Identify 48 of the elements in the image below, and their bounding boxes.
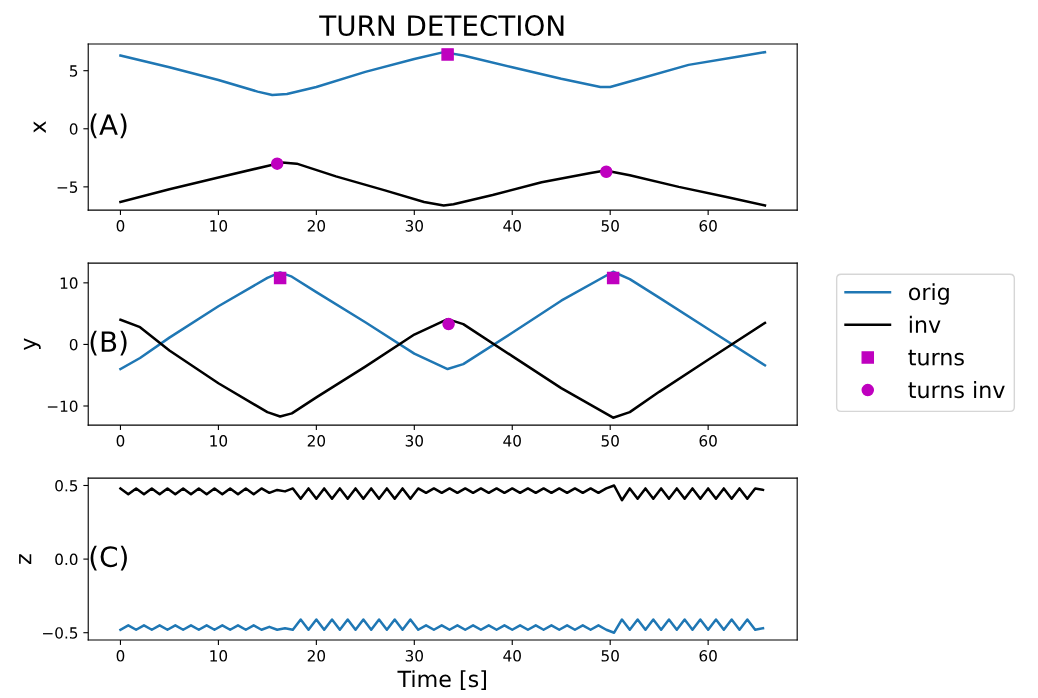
- y-axis-title: y: [23, 338, 41, 351]
- y-tick-label: 0.0: [55, 553, 78, 566]
- chart-title: TURN DETECTION: [319, 15, 564, 37]
- x-axis-title: Time [s]: [397, 670, 486, 690]
- y-axis-title: z: [19, 554, 32, 564]
- x-tick-label: 60: [699, 435, 717, 447]
- y-tick-label: −10: [47, 400, 78, 413]
- x-tick-label: 0: [116, 435, 125, 447]
- x-tick-label: 0: [116, 220, 125, 232]
- line-series: [119, 618, 765, 634]
- x-tick-label: 40: [503, 435, 521, 447]
- y-tick-label: 0: [69, 338, 78, 351]
- legend-label: orig: [908, 283, 949, 305]
- point: [441, 48, 454, 61]
- x-tick-label: 50: [601, 650, 619, 662]
- x-tick-label: 20: [307, 435, 326, 447]
- x-tick-label: 10: [210, 435, 228, 447]
- point: [600, 165, 613, 179]
- y-axis-title: x: [33, 121, 46, 133]
- x-tick-label: 40: [503, 650, 521, 662]
- point: [270, 157, 284, 170]
- line-series: [119, 50, 767, 97]
- y-tick-label: −0.5: [43, 627, 78, 639]
- x-tick-label: 20: [307, 220, 326, 232]
- legend-label: turns: [908, 349, 964, 366]
- y-tick-label: 5: [69, 65, 78, 77]
- annotation: (C): [90, 545, 127, 571]
- legend-label: turns inv: [908, 381, 1005, 399]
- y-tick-label: 0: [69, 123, 78, 135]
- x-tick-label: 30: [405, 435, 424, 447]
- x-tick-label: 10: [210, 650, 228, 662]
- y-tick-label: 0.5: [55, 479, 78, 492]
- legend-label: inv: [909, 315, 941, 333]
- y-tick-label: 10: [60, 277, 78, 289]
- line-series: [119, 484, 765, 502]
- x-tick-label: 50: [601, 435, 619, 447]
- annotation: (A): [90, 113, 127, 139]
- x-tick-label: 20: [307, 650, 326, 662]
- x-tick-label: 40: [503, 220, 521, 232]
- x-tick-label: 60: [699, 650, 717, 662]
- x-tick-label: 30: [405, 220, 424, 232]
- annotation: (B): [90, 330, 127, 356]
- x-tick-label: 30: [405, 650, 424, 662]
- x-tick-label: 60: [699, 220, 717, 232]
- x-tick-label: 0: [116, 650, 125, 662]
- x-tick-label: 10: [210, 220, 228, 232]
- y-tick-label: −5: [57, 181, 78, 193]
- x-tick-label: 50: [601, 220, 619, 232]
